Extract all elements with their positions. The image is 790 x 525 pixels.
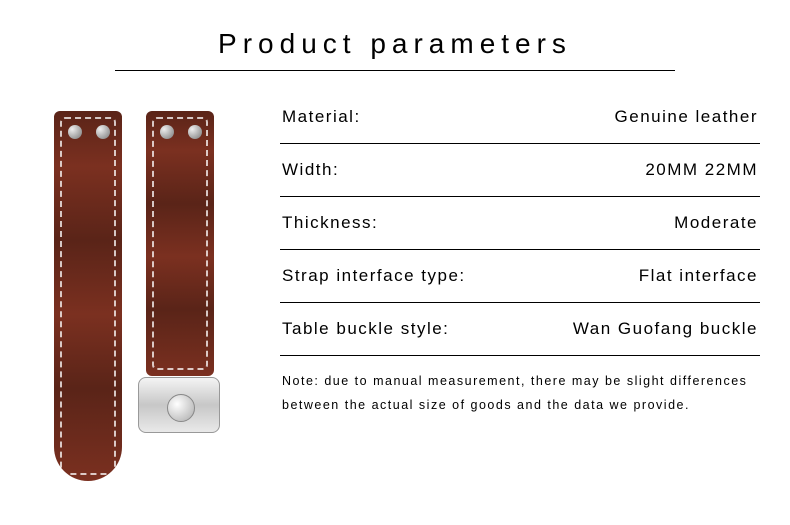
table-row: Strap interface type: Flat interface [280,250,760,303]
title-underline [115,70,675,71]
rivet-icon [188,125,202,139]
rivet-icon [160,125,174,139]
table-row: Width: 20MM 22MM [280,144,760,197]
spec-label: Width: [282,160,339,180]
table-row: Material: Genuine leather [280,101,760,144]
spec-label: Thickness: [282,213,378,233]
spec-value: Moderate [674,213,758,233]
table-row: Table buckle style: Wan Guofang buckle [280,303,760,356]
spec-label: Table buckle style: [282,319,449,339]
spec-label: Strap interface type: [282,266,466,286]
spec-value: 20MM 22MM [645,160,758,180]
strap-left-icon [54,111,122,481]
buckle-icon [138,377,220,433]
page-title: Product parameters [0,0,790,70]
rivet-icon [68,125,82,139]
table-row: Thickness: Moderate [280,197,760,250]
spec-value: Wan Guofang buckle [573,319,758,339]
spec-value: Flat interface [639,266,758,286]
strap-right-icon [146,111,214,376]
spec-label: Material: [282,107,361,127]
product-image [30,95,240,495]
spec-table: Material: Genuine leather Width: 20MM 22… [280,101,760,495]
content-area: Material: Genuine leather Width: 20MM 22… [0,95,790,495]
rivet-icon [96,125,110,139]
measurement-note: Note: due to manual measurement, there m… [280,356,760,418]
spec-value: Genuine leather [615,107,758,127]
